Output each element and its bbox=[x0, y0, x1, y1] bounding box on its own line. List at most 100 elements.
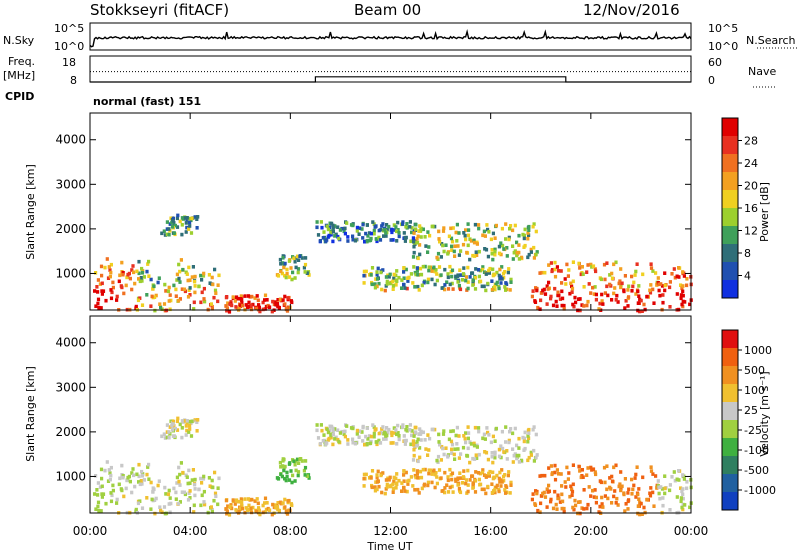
scatter-cell bbox=[188, 489, 192, 493]
scatter-cell bbox=[446, 478, 450, 483]
scatter-cell bbox=[493, 236, 497, 240]
scatter-cell bbox=[486, 430, 490, 435]
scatter-cell bbox=[458, 490, 463, 495]
scatter-cell bbox=[250, 497, 254, 502]
scatter-cell bbox=[649, 465, 653, 469]
scatter-cell bbox=[110, 493, 114, 498]
scatter-cell bbox=[387, 478, 391, 482]
scatter-cell bbox=[571, 260, 575, 264]
scatter-cell bbox=[452, 452, 456, 457]
scatter-cell bbox=[571, 279, 575, 284]
scatter-cell bbox=[238, 507, 242, 512]
scatter-cell bbox=[554, 502, 558, 507]
scatter-cell bbox=[619, 267, 623, 271]
scatter-cell bbox=[202, 489, 206, 494]
scatter-cell bbox=[564, 485, 568, 489]
scatter-cell bbox=[168, 293, 172, 297]
scatter-cell bbox=[652, 301, 656, 305]
scatter-cell bbox=[489, 237, 493, 242]
scatter-cell bbox=[203, 502, 207, 507]
scatter-cell bbox=[94, 474, 98, 478]
scatter-cell bbox=[497, 476, 501, 481]
scatter-cell bbox=[463, 436, 467, 441]
scatter-cell bbox=[168, 510, 172, 515]
scatter-cell bbox=[156, 483, 160, 488]
scatter-cell bbox=[149, 304, 153, 308]
scatter-cell bbox=[443, 267, 447, 272]
scatter-cell bbox=[100, 476, 104, 481]
scatter-cell bbox=[613, 286, 617, 290]
scatter-cell bbox=[507, 440, 511, 445]
scatter-cell bbox=[185, 216, 189, 220]
scatter-cell bbox=[187, 468, 191, 473]
scatter-cell bbox=[501, 446, 505, 451]
scatter-cell bbox=[105, 460, 109, 464]
scatter-cell bbox=[463, 233, 467, 238]
scatter-cell bbox=[390, 433, 394, 438]
scatter-cell bbox=[591, 264, 596, 268]
scatter-cell bbox=[443, 287, 447, 292]
scatter-cell bbox=[174, 294, 178, 298]
scatter-cell bbox=[414, 272, 418, 277]
scatter-cell bbox=[624, 502, 628, 506]
xtick-label: 00:00 bbox=[674, 524, 709, 538]
scatter-cell bbox=[162, 505, 167, 509]
scatter-cell bbox=[527, 228, 531, 232]
scatter-cell bbox=[569, 281, 573, 286]
scatter-cell bbox=[439, 255, 443, 259]
scatter-cell bbox=[152, 284, 156, 289]
scatter-cell bbox=[358, 429, 362, 433]
scatter-cell bbox=[137, 259, 141, 264]
scatter-cell bbox=[377, 281, 381, 286]
colorbar-box bbox=[722, 190, 738, 209]
scatter-cell bbox=[562, 303, 566, 308]
scatter-cell bbox=[499, 479, 503, 483]
scatter-cell bbox=[183, 289, 187, 294]
scatter-cell bbox=[180, 216, 184, 220]
scatter-cell bbox=[328, 428, 332, 432]
scatter-cell bbox=[363, 442, 367, 447]
scatter-cell bbox=[140, 482, 144, 486]
scatter-cell bbox=[150, 294, 154, 299]
scatter-cell bbox=[213, 470, 217, 475]
scatter-cell bbox=[374, 440, 378, 444]
scatter-cell bbox=[247, 300, 251, 305]
scatter-cell bbox=[403, 286, 407, 290]
scatter-cell bbox=[395, 229, 399, 234]
scatter-cell bbox=[373, 282, 377, 286]
scatter-cell bbox=[610, 271, 614, 276]
scatter-cell bbox=[329, 435, 333, 440]
scatter-cell bbox=[640, 512, 644, 516]
scatter-cell bbox=[477, 223, 481, 227]
scatter-cell bbox=[100, 484, 104, 489]
scatter-cell bbox=[315, 423, 319, 427]
scatter-cell bbox=[532, 222, 536, 226]
scatter-cell bbox=[587, 282, 591, 286]
scatter-cell bbox=[98, 282, 102, 286]
scatter-cell bbox=[432, 265, 436, 270]
scatter-cell bbox=[93, 492, 97, 496]
scatter-cell bbox=[96, 500, 101, 505]
scatter-cell bbox=[193, 493, 197, 498]
scatter-cell bbox=[158, 505, 162, 509]
scatter-cell bbox=[591, 488, 595, 493]
scatter-cell bbox=[369, 434, 373, 439]
scatter-cell bbox=[546, 490, 550, 494]
scatter-cell bbox=[637, 284, 641, 288]
scatter-cell bbox=[433, 282, 437, 287]
scatter-cell bbox=[187, 430, 191, 434]
scatter-cell bbox=[106, 276, 111, 280]
scatter-cell bbox=[557, 269, 561, 273]
scatter-cell bbox=[486, 254, 490, 259]
scatter-cell bbox=[449, 236, 454, 241]
scatter-cell bbox=[228, 302, 232, 307]
scatter-cell bbox=[497, 244, 501, 249]
scatter-cell bbox=[337, 236, 341, 241]
scatter-cell bbox=[415, 269, 419, 273]
scatter-cell bbox=[461, 475, 466, 479]
scatter-cell bbox=[490, 287, 494, 292]
colorbar-tick-label: 8 bbox=[744, 247, 751, 260]
scatter-cell bbox=[529, 250, 533, 254]
scatter-cell bbox=[477, 268, 481, 272]
scatter-cell bbox=[534, 432, 538, 437]
